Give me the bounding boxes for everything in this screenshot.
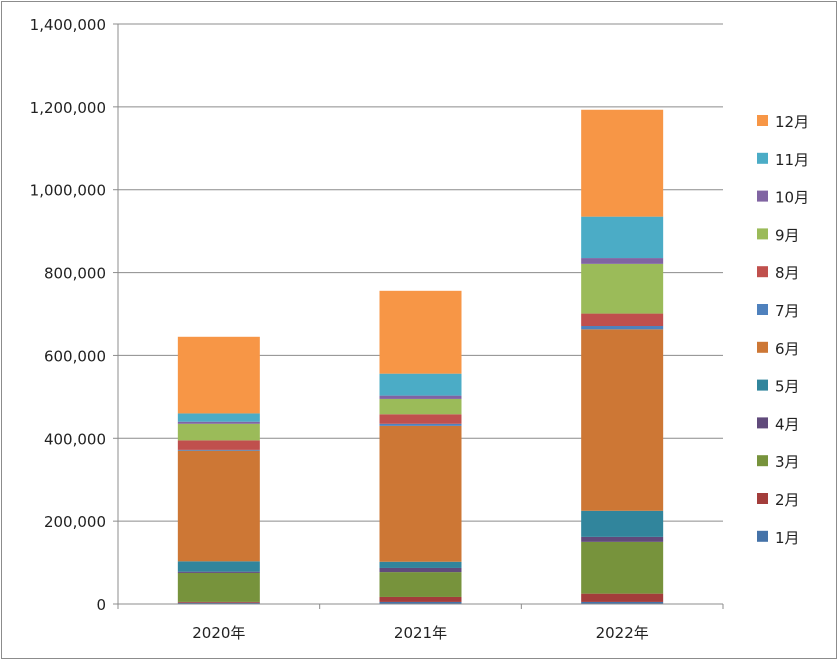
y-tick-label: 1,200,000 bbox=[30, 99, 106, 117]
bar-segment bbox=[379, 425, 462, 562]
bar-segment bbox=[581, 510, 664, 537]
legend-label: 5月 bbox=[775, 378, 800, 396]
bar-segment bbox=[581, 326, 664, 330]
bar-segment bbox=[177, 449, 260, 451]
legend-swatch bbox=[757, 190, 768, 202]
legend-label: 11月 bbox=[775, 151, 809, 169]
y-tick-label: 400,000 bbox=[44, 430, 106, 448]
y-axis-ticks: 0 200,000 400,000 600,000 800,000 1,000,000 1,… bbox=[30, 16, 118, 614]
bar-segment bbox=[581, 541, 664, 594]
legend-label: 12月 bbox=[775, 113, 809, 131]
bar-segment bbox=[379, 423, 462, 426]
x-category-label: 2021年 bbox=[394, 624, 447, 642]
bar-segment bbox=[581, 329, 664, 511]
axes bbox=[117, 24, 724, 609]
legend-swatch bbox=[757, 266, 768, 278]
legend-swatch bbox=[757, 493, 768, 504]
bar-segment bbox=[379, 398, 462, 415]
bar-segment bbox=[581, 536, 664, 542]
bar-segment bbox=[177, 423, 260, 441]
bar-segment bbox=[379, 561, 462, 568]
legend-swatch bbox=[757, 530, 768, 542]
legend-label: 10月 bbox=[775, 189, 809, 207]
y-tick-label: 600,000 bbox=[44, 347, 106, 365]
bar-segment bbox=[379, 395, 462, 399]
legend-swatch bbox=[757, 115, 768, 126]
y-tick-label: 1,000,000 bbox=[30, 182, 106, 200]
bar-segment bbox=[581, 109, 664, 217]
bar-segment bbox=[177, 421, 260, 424]
legend-swatch bbox=[757, 417, 768, 429]
bar-segment bbox=[581, 313, 664, 327]
bar-segment bbox=[177, 561, 260, 572]
bar-segment bbox=[379, 596, 462, 602]
y-tick-label: 0 bbox=[96, 596, 106, 614]
x-category-label: 2020年 bbox=[192, 624, 245, 642]
bar-segment bbox=[379, 572, 462, 597]
bar-segment bbox=[177, 602, 260, 604]
bar-segment bbox=[581, 258, 664, 264]
y-tick-label: 200,000 bbox=[44, 513, 106, 531]
legend-label: 2月 bbox=[775, 491, 800, 509]
bar-segment bbox=[177, 440, 260, 450]
legend: 12月 11月 10月 9月 8月 7月 6月 5月 4月 3月 2月 1月 bbox=[757, 113, 809, 547]
bar-segment bbox=[177, 450, 260, 562]
legend-swatch bbox=[757, 152, 768, 164]
legend-label: 9月 bbox=[775, 226, 800, 244]
legend-swatch bbox=[757, 341, 768, 353]
bar-segment bbox=[177, 336, 260, 414]
legend-label: 6月 bbox=[775, 340, 800, 358]
legend-swatch bbox=[757, 304, 768, 315]
bar-segment bbox=[581, 593, 664, 602]
bar-segment bbox=[581, 216, 664, 259]
bar-segment bbox=[379, 601, 462, 604]
bar-segment bbox=[177, 601, 260, 603]
x-axis-labels: 2020年 2021年 2022年 bbox=[192, 624, 649, 642]
bar-segment bbox=[379, 567, 462, 573]
legend-label: 3月 bbox=[775, 453, 800, 471]
bar-segment bbox=[379, 414, 462, 424]
y-tick-label: 800,000 bbox=[44, 265, 106, 283]
bar-segment bbox=[177, 413, 260, 422]
legend-label: 8月 bbox=[775, 264, 800, 282]
bar-segment bbox=[379, 373, 462, 396]
bar-segment bbox=[581, 601, 664, 604]
bar-segment bbox=[379, 290, 462, 374]
legend-label: 1月 bbox=[775, 529, 800, 547]
legend-label: 4月 bbox=[775, 415, 800, 433]
bars bbox=[177, 109, 664, 604]
legend-swatch bbox=[757, 455, 768, 467]
legend-swatch bbox=[757, 379, 768, 391]
bar-segment bbox=[581, 263, 664, 314]
y-tick-label: 1,400,000 bbox=[30, 16, 106, 34]
x-category-label: 2022年 bbox=[596, 624, 649, 642]
legend-label: 7月 bbox=[775, 302, 800, 320]
bar-segment bbox=[177, 571, 260, 573]
legend-swatch bbox=[757, 228, 768, 240]
bar-segment bbox=[177, 572, 260, 602]
